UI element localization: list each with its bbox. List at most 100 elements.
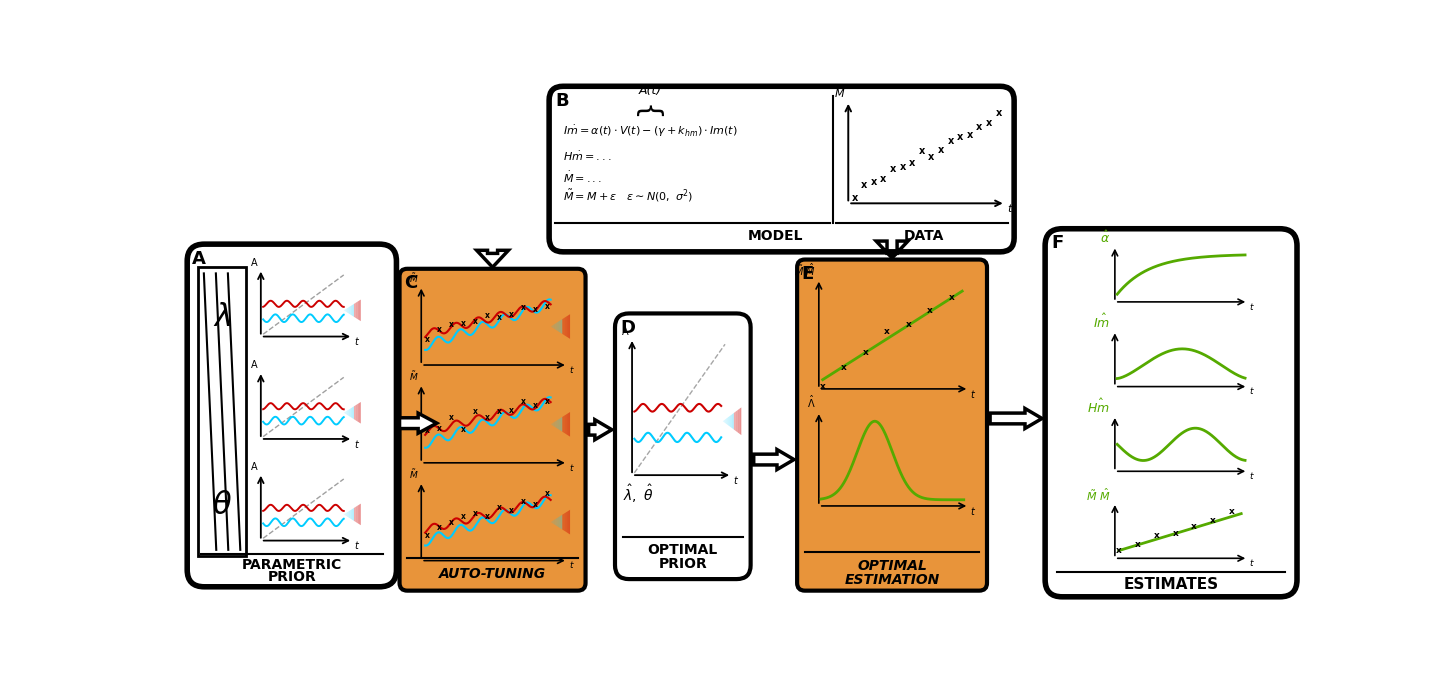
Text: x: x [437,523,442,532]
Text: $\lambda$: $\lambda$ [213,303,232,332]
FancyBboxPatch shape [798,260,988,591]
Text: $\tilde{M}\ \hat{M}$: $\tilde{M}\ \hat{M}$ [1086,486,1111,503]
Polygon shape [358,403,359,423]
Text: x: x [841,363,847,372]
Text: $\hat{\lambda},\ \hat{\theta}$: $\hat{\lambda},\ \hat{\theta}$ [623,483,653,505]
Text: $\hat{Im}$: $\hat{Im}$ [1093,313,1111,331]
Polygon shape [560,417,562,431]
FancyBboxPatch shape [615,313,750,579]
Polygon shape [400,413,437,433]
Polygon shape [566,511,568,533]
Polygon shape [346,411,348,415]
Text: F: F [1051,234,1064,252]
Polygon shape [348,409,349,416]
Text: PRIOR: PRIOR [268,570,316,584]
Text: $\hat{\alpha}$: $\hat{\alpha}$ [1100,230,1111,247]
Text: $\tilde{M}\ \hat{M}$: $\tilde{M}\ \hat{M}$ [794,262,815,278]
Text: x: x [986,117,992,128]
Text: x: x [521,396,526,405]
Polygon shape [358,301,359,320]
Text: t: t [970,390,975,400]
Polygon shape [562,416,565,433]
Text: x: x [976,122,983,133]
Text: DATA: DATA [904,229,944,243]
Bar [198,267,246,556]
Text: x: x [510,506,514,515]
Text: x: x [510,310,514,319]
Text: A: A [623,327,628,337]
Polygon shape [566,414,568,436]
Text: x: x [820,382,825,391]
Text: B: B [556,91,569,110]
Text: $H\dot{m} = ...$: $H\dot{m} = ...$ [563,150,611,163]
Text: x: x [497,503,502,512]
Text: x: x [485,513,489,521]
Text: x: x [1211,516,1216,525]
Polygon shape [353,303,356,318]
Text: t: t [355,337,359,348]
Polygon shape [556,517,559,527]
Polygon shape [348,511,349,517]
Polygon shape [559,320,560,333]
Text: x: x [927,306,933,315]
Text: x: x [521,303,526,312]
Polygon shape [350,305,352,316]
FancyBboxPatch shape [400,269,585,591]
Text: x: x [544,489,550,498]
Text: x: x [909,157,915,168]
Polygon shape [349,510,350,519]
Text: x: x [544,397,550,406]
Text: ESTIMATES: ESTIMATES [1124,577,1219,592]
Polygon shape [343,412,346,414]
Text: x: x [460,319,466,328]
Text: x: x [426,427,430,436]
Text: PRIOR: PRIOR [659,556,707,571]
Polygon shape [562,513,565,531]
Text: t: t [1250,303,1253,312]
Polygon shape [730,414,733,428]
Polygon shape [562,318,565,335]
Text: $\hat{Hm}$: $\hat{Hm}$ [1087,398,1111,416]
Polygon shape [352,304,353,317]
Polygon shape [346,513,348,517]
Text: A: A [191,249,206,267]
Text: t: t [1250,472,1253,481]
Polygon shape [559,516,560,528]
Text: x: x [437,424,442,433]
Text: x: x [885,327,891,336]
Text: t: t [355,440,359,450]
Text: t: t [355,541,359,552]
Text: x: x [1173,529,1179,538]
Text: x: x [851,193,857,203]
Text: t: t [1008,204,1012,214]
Text: t: t [569,464,573,473]
Text: MODEL: MODEL [749,229,804,243]
Text: x: x [1116,546,1122,555]
Polygon shape [560,319,562,334]
Polygon shape [476,250,508,267]
Polygon shape [348,307,349,313]
Text: x: x [533,401,539,409]
Text: x: x [485,311,489,320]
Text: x: x [449,518,453,527]
Polygon shape [343,309,346,311]
Polygon shape [359,300,361,321]
Polygon shape [352,406,353,419]
Polygon shape [555,420,556,428]
Polygon shape [553,422,555,427]
Text: x: x [473,509,478,518]
Polygon shape [736,410,737,432]
Polygon shape [550,521,553,523]
Text: x: x [497,313,502,322]
Text: OPTIMAL: OPTIMAL [647,543,718,557]
Polygon shape [565,317,566,337]
Polygon shape [359,504,361,525]
Text: $\{$: $\{$ [634,100,666,116]
Text: x: x [928,152,934,161]
Text: ESTIMATION: ESTIMATION [844,573,940,587]
Text: x: x [899,162,905,172]
Text: t: t [734,476,737,486]
Polygon shape [737,409,740,433]
Polygon shape [553,519,555,525]
Text: x: x [1192,522,1197,531]
